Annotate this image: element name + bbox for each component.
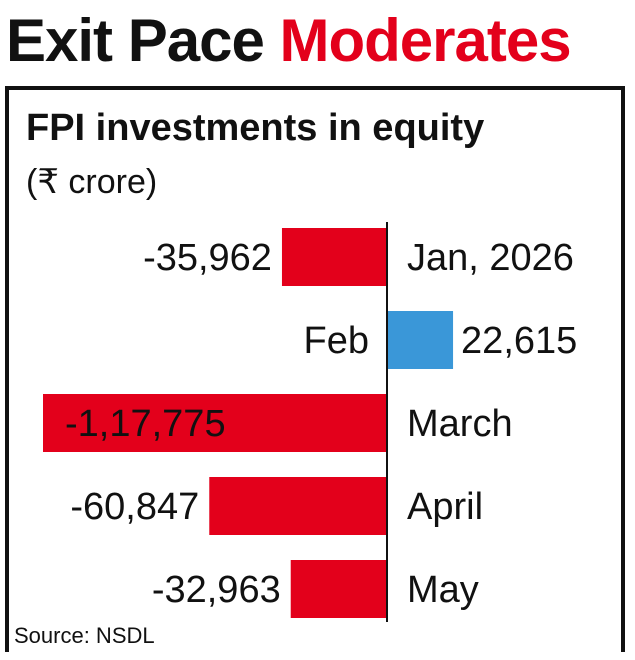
bar-1	[387, 311, 454, 369]
value-label-2: -1,17,775	[65, 403, 226, 445]
chart-frame	[5, 86, 625, 652]
category-label-4: May	[407, 569, 479, 611]
category-label-3: April	[407, 486, 483, 528]
bar-0	[281, 228, 387, 286]
value-label-1: 22,615	[461, 320, 577, 362]
chart-unit: (₹ crore)	[26, 163, 158, 201]
chart-title: FPI investments in equity	[26, 107, 485, 149]
headline-part2: Moderates	[279, 7, 572, 74]
value-label-0: -35,962	[143, 237, 272, 279]
headline-part1: Exit Pace	[6, 7, 265, 74]
headline: Exit Pace Moderates	[6, 2, 626, 80]
category-label-0: Jan, 2026	[407, 237, 574, 279]
source-note: Source: NSDL	[14, 623, 155, 648]
value-label-3: -60,847	[70, 486, 199, 528]
bar-4	[290, 560, 387, 618]
category-label-2: March	[407, 403, 513, 445]
category-label-1: Feb	[304, 320, 369, 362]
value-label-4: -32,963	[152, 569, 281, 611]
bar-3	[209, 477, 387, 535]
bar-2	[43, 394, 387, 452]
